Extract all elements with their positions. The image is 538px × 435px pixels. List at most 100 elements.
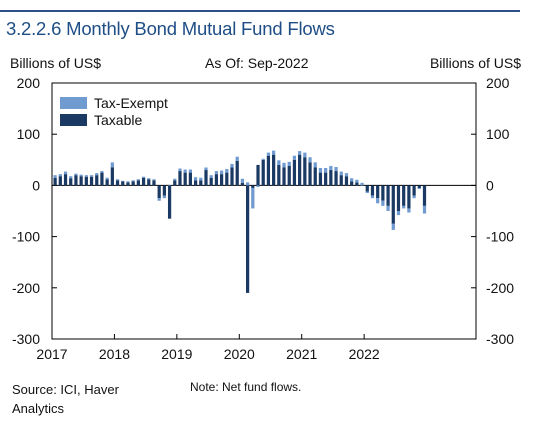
bar-taxable [412, 185, 416, 196]
bar-taxable [209, 177, 213, 186]
bar-tax-exempt [225, 169, 229, 173]
bar-taxable [183, 172, 187, 186]
bar-tax-exempt [381, 200, 385, 206]
x-tick-label: 2018 [99, 346, 130, 362]
bar-taxable [230, 167, 234, 186]
bar-taxable [152, 180, 156, 186]
legend-swatch [60, 97, 87, 109]
bar-taxable [121, 181, 125, 186]
bar-tax-exempt [188, 169, 192, 173]
y-tick-label-left: 0 [32, 177, 40, 193]
x-tick-label: 2019 [161, 346, 192, 362]
y-tick-label-right: 100 [486, 126, 510, 142]
as-of-date: As Of: Sep-2022 [205, 55, 309, 71]
bar-taxable [199, 180, 203, 186]
bar-taxable [292, 159, 297, 186]
bar-taxable [282, 167, 286, 186]
y-tick-label-left: -300 [12, 331, 40, 347]
bar-tax-exempt [79, 174, 83, 177]
bar-taxable [89, 176, 94, 186]
bar-tax-exempt [391, 223, 395, 230]
bar-tax-exempt [53, 175, 57, 178]
y-tick-label-left: -100 [12, 229, 40, 245]
bar-tax-exempt [318, 167, 323, 173]
bar-tax-exempt [324, 167, 328, 173]
bar-tax-exempt [417, 187, 421, 189]
bar-taxable [298, 154, 302, 186]
bar-taxable [240, 182, 245, 186]
y-tick-label-left: 200 [17, 75, 41, 91]
bar-tax-exempt [282, 162, 286, 168]
bar-taxable [370, 185, 375, 196]
legend-swatch [60, 114, 87, 126]
bar-tax-exempt [100, 171, 104, 173]
bar-taxable [407, 185, 411, 209]
bar-tax-exempt [74, 173, 78, 176]
bar-tax-exempt [136, 179, 140, 181]
bar-taxable [63, 174, 68, 186]
bar-tax-exempt [251, 187, 255, 209]
legend-label: Tax-Exempt [94, 95, 168, 111]
bar-taxable [147, 179, 151, 186]
bar-taxable [272, 154, 276, 186]
bar-taxable [131, 181, 135, 186]
bar-taxable [167, 185, 172, 219]
bar-taxable [110, 167, 114, 186]
bar-taxable [381, 185, 385, 201]
bar-tax-exempt [95, 173, 99, 176]
plot-frame [51, 82, 477, 340]
bar-taxable [334, 171, 338, 186]
bar-tax-exempt [110, 162, 114, 168]
bar-tax-exempt [365, 191, 369, 194]
bar-taxable [245, 185, 250, 293]
x-tick-label: 2017 [36, 346, 67, 362]
bar-tax-exempt [334, 166, 338, 172]
bar-tax-exempt [402, 205, 406, 209]
bar-tax-exempt [214, 171, 219, 175]
bar-tax-exempt [313, 162, 317, 168]
bar-tax-exempt [376, 198, 380, 204]
chart-title: 3.2.2.6 Monthly Bond Mutual Fund Flows [6, 18, 335, 39]
bar-tax-exempt [298, 151, 302, 155]
bar-tax-exempt [152, 179, 156, 181]
bar-tax-exempt [308, 157, 312, 163]
bar-taxable [136, 180, 140, 186]
bar-taxable [402, 185, 406, 206]
bar-tax-exempt [193, 177, 198, 181]
bar-taxable [386, 185, 390, 206]
bar-taxable [95, 175, 99, 186]
source-note: Source: ICI, Haver Analytics [12, 382, 119, 416]
bar-taxable [79, 176, 83, 186]
top-rule [0, 10, 520, 12]
y-tick-label-left: 100 [17, 126, 41, 142]
bar-taxable [115, 180, 120, 186]
bar-taxable [100, 172, 104, 186]
bar-taxable [261, 159, 265, 186]
bar-taxable [214, 174, 219, 186]
bar-tax-exempt [141, 176, 146, 178]
bar-tax-exempt [355, 179, 359, 183]
bar-taxable [141, 177, 146, 186]
bar-tax-exempt [173, 178, 177, 181]
x-tick-label: 2022 [349, 346, 380, 362]
x-tick-label: 2021 [286, 346, 317, 362]
bar-tax-exempt [84, 175, 88, 177]
left-axis-unit: Billions of US$ [10, 55, 102, 71]
bar-taxable [365, 185, 369, 192]
bar-tax-exempt [63, 171, 68, 175]
bar-taxable [376, 185, 380, 199]
bar-tax-exempt [261, 158, 265, 160]
bar-taxable [157, 185, 161, 199]
bar-taxable [74, 175, 78, 186]
bar-tax-exempt [422, 205, 427, 214]
bar-taxable [251, 185, 255, 188]
bar-taxable [313, 167, 317, 186]
y-tick-label-right: 200 [486, 75, 510, 91]
bar-taxable [53, 177, 57, 186]
bar-tax-exempt [339, 171, 343, 176]
y-tick-label-right: 0 [486, 177, 494, 193]
bar-taxable [256, 164, 260, 186]
y-tick-label-right: -100 [486, 229, 514, 245]
bar-taxable [391, 185, 395, 224]
bar-taxable [58, 176, 62, 186]
